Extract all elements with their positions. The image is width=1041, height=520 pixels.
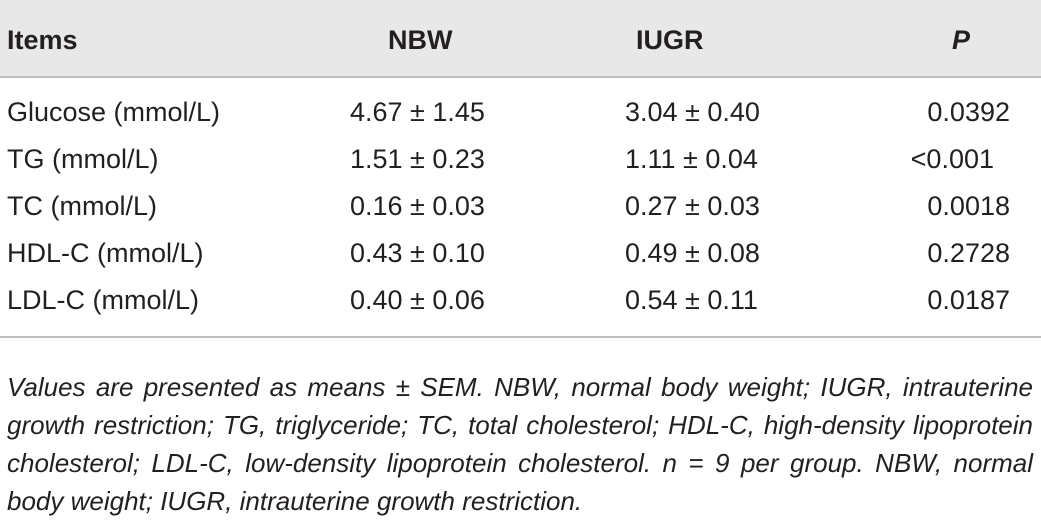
footer-divider xyxy=(0,336,1041,338)
table-row: LDL-C (mmol/L) 0.40 ± 0.06 0.54 ± 0.11 0… xyxy=(0,284,1041,331)
cell-item: Glucose (mmol/L) xyxy=(7,97,221,127)
table-row: TC (mmol/L) 0.16 ± 0.03 0.27 ± 0.03 0.00… xyxy=(0,190,1041,237)
cell-nbw: 4.67 ± 1.45 xyxy=(350,97,485,127)
header-p-value: P xyxy=(952,25,971,55)
cell-p-value: 0.0187 xyxy=(927,285,1010,315)
header-iugr: IUGR xyxy=(636,25,704,55)
table-row: Glucose (mmol/L) 4.67 ± 1.45 3.04 ± 0.40… xyxy=(0,96,1041,143)
header-nbw: NBW xyxy=(388,25,453,55)
cell-iugr: 1.11 ± 0.04 xyxy=(625,144,758,174)
table-row: TG (mmol/L) 1.51 ± 0.23 1.11 ± 0.04 <0.0… xyxy=(0,143,1041,190)
cell-item: LDL-C (mmol/L) xyxy=(7,285,200,315)
table-row: HDL-C (mmol/L) 0.43 ± 0.10 0.49 ± 0.08 0… xyxy=(0,237,1041,284)
cell-nbw: 1.51 ± 0.23 xyxy=(350,144,485,174)
table-header: Items NBW IUGR P xyxy=(0,0,1041,76)
header-divider xyxy=(0,76,1041,78)
cell-iugr: 0.54 ± 0.11 xyxy=(625,285,758,315)
table-footnote: Values are presented as means ± SEM. NBW… xyxy=(7,372,1033,516)
cell-p-value: 0.0018 xyxy=(927,191,1010,221)
cell-item: TC (mmol/L) xyxy=(7,191,157,221)
cell-iugr: 3.04 ± 0.40 xyxy=(625,97,760,127)
cell-p-value: 0.2728 xyxy=(927,238,1010,268)
cell-item: TG (mmol/L) xyxy=(7,144,159,174)
cell-item: HDL-C (mmol/L) xyxy=(7,238,204,268)
cell-p-value: <0.001 xyxy=(910,144,994,174)
cell-iugr: 0.27 ± 0.03 xyxy=(625,191,760,221)
cell-nbw: 0.40 ± 0.06 xyxy=(350,285,485,315)
cell-nbw: 0.43 ± 0.10 xyxy=(350,238,485,268)
header-items: Items xyxy=(7,25,78,55)
cell-nbw: 0.16 ± 0.03 xyxy=(350,191,485,221)
cell-iugr: 0.49 ± 0.08 xyxy=(625,238,760,268)
cell-p-value: 0.0392 xyxy=(927,97,1010,127)
